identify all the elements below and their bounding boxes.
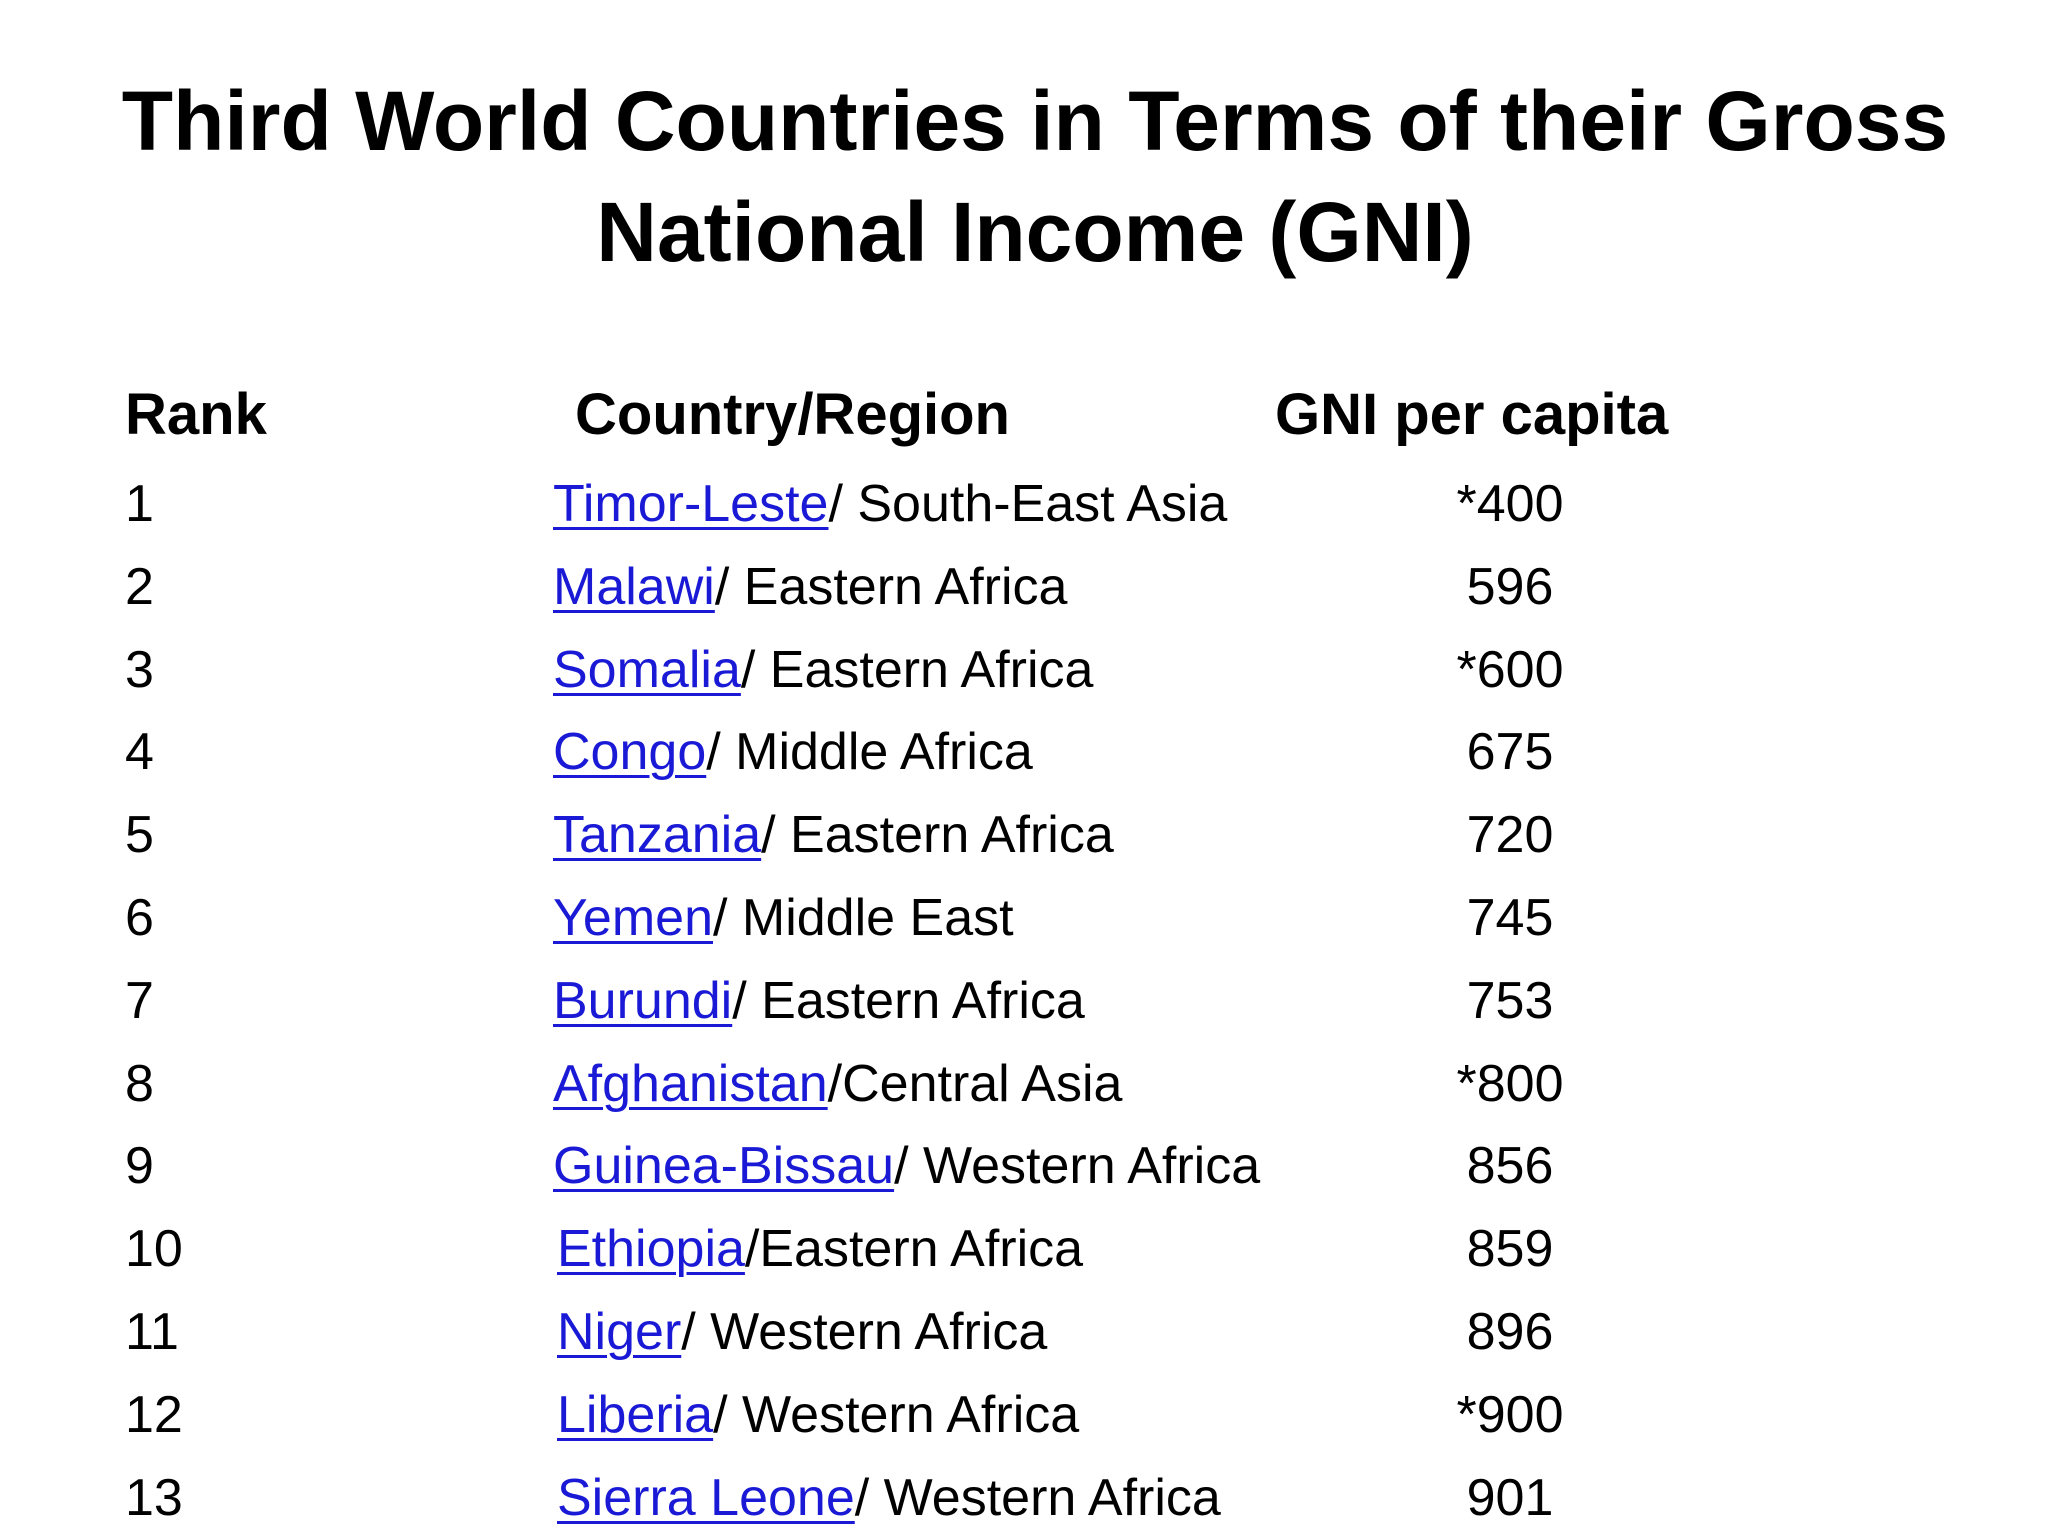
rank-cell: 4 xyxy=(125,723,154,782)
country-region-cell: Tanzania/ Eastern Africa xyxy=(553,794,1114,876)
country-link[interactable]: Yemen xyxy=(553,888,713,947)
gni-cell: *400 xyxy=(1456,475,1564,533)
rank-cell: 8 xyxy=(125,1054,154,1113)
rank-cell: 13 xyxy=(125,1468,183,1527)
region-text: / Western Africa xyxy=(854,1468,1221,1527)
country-link[interactable]: Malawi xyxy=(553,557,715,616)
gni-table: 1 Timor-Leste/ South-East Asia *400 2 Ma… xyxy=(0,463,2048,1539)
gni-cell: 896 xyxy=(1466,1302,1554,1361)
region-text: / Eastern Africa xyxy=(740,640,1094,699)
rank-cell: 2 xyxy=(125,557,154,616)
gni-cell: 675 xyxy=(1466,723,1554,782)
header-rank: Rank xyxy=(125,382,267,447)
country-region-cell: Somalia/ Eastern Africa xyxy=(553,629,1093,711)
country-region-cell: Timor-Leste/ South-East Asia xyxy=(553,463,1227,545)
header-country-region: Country/Region xyxy=(575,382,1010,447)
table-row: 10 Ethiopia/Eastern Africa 859 xyxy=(0,1208,2048,1291)
country-link[interactable]: Afghanistan xyxy=(553,1054,828,1113)
region-text: / South-East Asia xyxy=(828,475,1228,533)
country-region-cell: Niger/ Western Africa xyxy=(557,1291,1047,1373)
country-link[interactable]: Sierra Leone xyxy=(557,1468,855,1527)
country-link[interactable]: Liberia xyxy=(557,1385,714,1444)
country-region-cell: Liberia/ Western Africa xyxy=(557,1374,1079,1456)
region-text: / Middle East xyxy=(713,888,1014,947)
gni-cell: 720 xyxy=(1466,806,1554,865)
rank-cell: 3 xyxy=(125,640,154,699)
rank-cell: 6 xyxy=(125,888,154,947)
table-row: 8 Afghanistan/Central Asia *800 xyxy=(0,1043,2048,1126)
country-link[interactable]: Ethiopia xyxy=(557,1220,745,1279)
region-text: / Eastern Africa xyxy=(714,557,1068,616)
table-row: 6 Yemen/ Middle East 745 xyxy=(0,877,2048,960)
table-row: 2 Malawi/ Eastern Africa 596 xyxy=(0,546,2048,629)
rank-cell: 1 xyxy=(125,475,154,533)
rank-cell: 5 xyxy=(125,806,154,865)
rank-cell: 7 xyxy=(125,971,154,1030)
gni-cell: 753 xyxy=(1466,971,1554,1030)
rank-cell: 11 xyxy=(125,1302,179,1361)
region-text: /Central Asia xyxy=(827,1054,1123,1113)
table-row: 3 Somalia/ Eastern Africa *600 xyxy=(0,629,2048,712)
table-row: 9 Guinea-Bissau/ Western Africa 856 xyxy=(0,1125,2048,1208)
country-region-cell: Ethiopia/Eastern Africa xyxy=(557,1208,1083,1290)
country-link[interactable]: Niger xyxy=(557,1302,682,1361)
table-row: 7 Burundi/ Eastern Africa 753 xyxy=(0,960,2048,1043)
country-link[interactable]: Tanzania xyxy=(553,806,762,865)
rank-cell: 10 xyxy=(125,1220,183,1279)
country-region-cell: Sierra Leone/ Western Africa xyxy=(557,1457,1221,1539)
table-row: 5 Tanzania/ Eastern Africa 720 xyxy=(0,794,2048,877)
country-region-cell: Yemen/ Middle East xyxy=(553,877,1014,959)
region-text: / Western Africa xyxy=(681,1302,1048,1361)
country-link[interactable]: Timor-Leste xyxy=(553,475,829,533)
rank-cell: 12 xyxy=(125,1385,183,1444)
gni-cell: 596 xyxy=(1466,557,1554,616)
header-gni-per-capita: GNI per capita xyxy=(1275,382,1669,447)
table-row: 13 Sierra Leone/ Western Africa 901 xyxy=(0,1457,2048,1539)
slide-title: Third World Countries in Terms of their … xyxy=(121,74,1949,279)
rank-cell: 9 xyxy=(125,1137,154,1196)
region-text: / Western Africa xyxy=(894,1137,1261,1196)
table-row: 11 Niger/ Western Africa 896 xyxy=(0,1291,2048,1374)
gni-cell: 901 xyxy=(1466,1468,1554,1527)
table-row: 1 Timor-Leste/ South-East Asia *400 xyxy=(0,463,2048,546)
region-text: / Middle Africa xyxy=(706,723,1033,782)
country-link[interactable]: Burundi xyxy=(553,971,733,1030)
gni-cell: 859 xyxy=(1466,1220,1554,1279)
region-text: /Eastern Africa xyxy=(744,1220,1084,1279)
gni-cell: *900 xyxy=(1456,1385,1564,1444)
country-region-cell: Afghanistan/Central Asia xyxy=(553,1043,1122,1125)
country-link[interactable]: Congo xyxy=(553,723,707,782)
country-region-cell: Guinea-Bissau/ Western Africa xyxy=(553,1125,1260,1207)
region-text: / Eastern Africa xyxy=(761,806,1114,865)
country-region-cell: Burundi/ Eastern Africa xyxy=(553,960,1085,1042)
country-region-cell: Congo/ Middle Africa xyxy=(553,711,1033,793)
country-link[interactable]: Somalia xyxy=(553,640,741,699)
gni-cell: 745 xyxy=(1466,888,1554,947)
gni-cell: 856 xyxy=(1466,1137,1554,1196)
region-text: / Western Africa xyxy=(713,1385,1080,1444)
gni-cell: *600 xyxy=(1456,640,1564,699)
table-row: 4 Congo/ Middle Africa 675 xyxy=(0,711,2048,794)
region-text: / Eastern Africa xyxy=(732,971,1085,1030)
gni-cell: *800 xyxy=(1456,1054,1564,1113)
country-link[interactable]: Guinea-Bissau xyxy=(553,1137,895,1196)
table-row: 12 Liberia/ Western Africa *900 xyxy=(0,1374,2048,1457)
country-region-cell: Malawi/ Eastern Africa xyxy=(553,546,1067,628)
